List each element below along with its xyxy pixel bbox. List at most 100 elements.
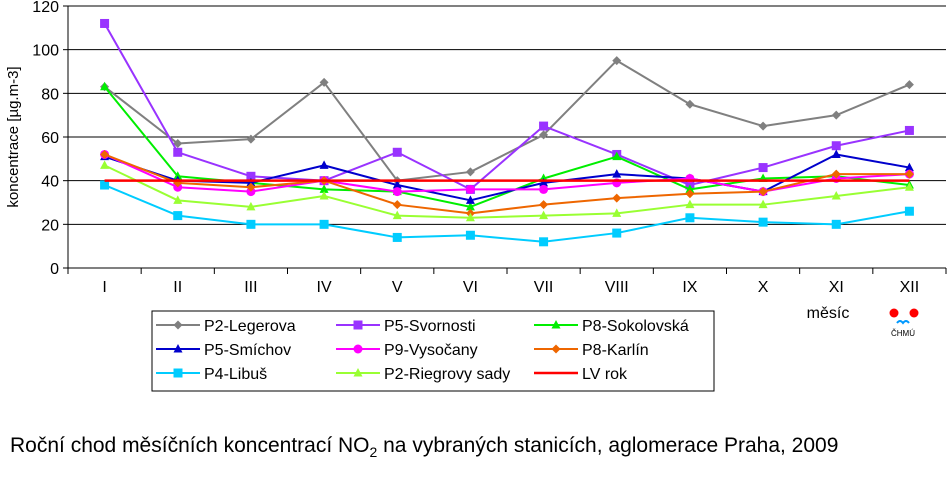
series-p8-sokolovsk--point-I [100, 81, 110, 91]
series-p8-sokolovsk--point-IV [319, 184, 329, 193]
logo-dot-right [909, 308, 919, 318]
series-p2-riegrovy-sady-point-VI [465, 212, 475, 222]
caption-part1: Roční chod měsíčních koncentrací NO [10, 434, 370, 457]
series-p4-libu--point-VII [539, 237, 549, 247]
series-p4-libu--point-IV [319, 219, 329, 229]
caption-part2: na vybraných stanicích, aglomerace Praha… [377, 434, 839, 457]
y-tick-labels: 0 20 40 60 80 100 120 [32, 0, 59, 278]
x-tick-label-XII: XII [900, 279, 920, 296]
series-p5-sm-chov-point-XI [831, 149, 841, 158]
x-tick-label-IV: IV [317, 279, 332, 296]
legend-p2-legerova-marker [173, 320, 183, 330]
series-p2-riegrovy-sady-point-XII [904, 182, 914, 191]
legend-p5-sm-chov-marker [173, 344, 183, 353]
legend-p2-legerova: P2-Legerova [156, 318, 296, 335]
legend-lv-rok-label: LV rok [582, 366, 628, 383]
logo-wave-icon [896, 320, 910, 325]
series-p2-riegrovy-sady-point-III [246, 201, 256, 211]
legend-p4-libu--label: P4-Libuš [204, 366, 267, 383]
series-p2-legerova-point-VIII [612, 56, 622, 66]
legend: P2-Legerova P5-Svornosti P8-Sokolovská P5-S… [151, 310, 715, 392]
x-axis-label: měsíc [807, 305, 850, 322]
series-p4-libu--point-VI [465, 230, 475, 240]
series-p5-svornosti-point-X [758, 163, 768, 173]
series-p8-karl-n-point-X [758, 187, 768, 197]
series-p5-svornosti-line [103, 22, 910, 191]
y-tick-label-80: 80 [41, 86, 59, 103]
x-tick-label-VII: VII [534, 279, 554, 296]
axes [67, 6, 947, 274]
legend-p8-sokolovsk-: P8-Sokolovská [534, 318, 689, 335]
legend-p5-sm-chov-label: P5-Smíchov [204, 342, 291, 359]
series-p2-riegrovy-sady-point-VII [539, 210, 549, 220]
legend-p8-sokolovsk--label: P8-Sokolovská [582, 318, 689, 335]
legend-p5-svornosti-label: P5-Svornosti [384, 318, 476, 335]
x-tick-label-XI: XI [829, 279, 844, 296]
series-p2-riegrovy-sady-point-XI [831, 190, 841, 200]
series-p8-sokolovsk--point-II [173, 171, 183, 180]
series-p5-sm-chov-point-VI [465, 195, 475, 204]
x-tick-label-VIII: VIII [605, 279, 629, 296]
series-p2-legerova-point-XII [904, 80, 914, 90]
series-p9-vyso-any-point-VII [539, 184, 549, 194]
series-p4-libu--point-II [173, 211, 183, 221]
series-p2-legerova-point-IV [319, 77, 329, 87]
x-tick-label-II: II [173, 279, 182, 296]
series-p5-svornosti-point-I [100, 18, 110, 28]
series-p4-libu--point-X [758, 217, 768, 227]
legend-p5-sm-chov: P5-Smíchov [156, 342, 291, 359]
series-p5-svornosti-point-VII [539, 121, 549, 131]
series-p2-riegrovy-sady-point-X [758, 199, 768, 209]
legend-p8-karl-n-label: P8-Karlín [582, 342, 649, 359]
x-tick-label-IX: IX [682, 279, 697, 296]
series-p2-riegrovy-sady-point-IX [685, 199, 695, 209]
series-p2-legerova-point-XI [831, 110, 841, 120]
series-p4-libu--point-V [392, 232, 402, 242]
series-p4-libu--point-XII [904, 206, 914, 216]
legend-p9-vyso-any-marker [353, 344, 363, 354]
series-p8-karl-n-point-VII [539, 200, 549, 210]
series-p5-sm-chov-point-III [246, 177, 256, 187]
x-tick-label-X: X [758, 279, 769, 296]
series-p2-legerova-point-X [758, 121, 768, 131]
series-p8-karl-n-point-XII [904, 169, 914, 179]
series-p2-legerova-point-IX [685, 99, 695, 109]
legend-p8-karl-n-marker [551, 344, 561, 354]
legend-p4-libu--marker [173, 368, 183, 378]
series-p8-karl-n-point-IX [685, 189, 695, 199]
series-p8-karl-n-point-I [100, 149, 110, 159]
series-p5-sm-chov-point-IV [319, 160, 329, 169]
legend-p9-vyso-any-label: P9-Vysočany [384, 342, 478, 359]
x-tick-label-III: III [244, 279, 257, 296]
legend-p8-sokolovsk--marker [551, 320, 561, 329]
series-p2-riegrovy-sady-point-VIII [612, 208, 622, 217]
logo-text: ČHMÚ [891, 329, 915, 338]
series-p8-karl-n-line [104, 153, 910, 215]
series-p5-sm-chov-point-V [392, 180, 402, 189]
legend-lv-rok: LV rok [534, 366, 628, 383]
series-p4-libu--line [104, 184, 910, 243]
series-p5-svornosti-point-V [392, 147, 402, 157]
series-p9-vyso-any-point-V [392, 187, 402, 197]
x-tick-label-VI: VI [463, 279, 478, 296]
series-p8-karl-n-point-VIII [612, 193, 622, 203]
series-p2-legerova-point-VI [465, 167, 475, 177]
legend-p8-karl-n: P8-Karlín [534, 342, 649, 359]
series-p5-sm-chov-line [104, 153, 910, 202]
series-p4-libu- [100, 180, 914, 247]
series-p8-sokolovsk--point-IX [685, 184, 695, 193]
series-p8-sokolovsk--point-VIII [612, 151, 622, 161]
series-p8-karl-n-point-V [392, 200, 402, 210]
series-p5-svornosti-point-II [173, 147, 183, 157]
legend-p5-svornosti: P5-Svornosti [336, 318, 476, 335]
series-p5-sm-chov-point-VII [539, 177, 549, 187]
series-p5-sm-chov-point-VIII [612, 169, 622, 178]
x-tick-labels: I II III IV V VI VII VIII IX X XI XII [102, 279, 919, 296]
series-p2-legerova-point-II [173, 139, 183, 149]
caption-subscript: 2 [369, 444, 378, 461]
x-tick-label-V: V [392, 279, 403, 296]
y-tick-label-40: 40 [41, 174, 59, 191]
series-p5-svornosti-point-XII [904, 125, 914, 135]
y-tick-label-60: 60 [41, 130, 59, 147]
